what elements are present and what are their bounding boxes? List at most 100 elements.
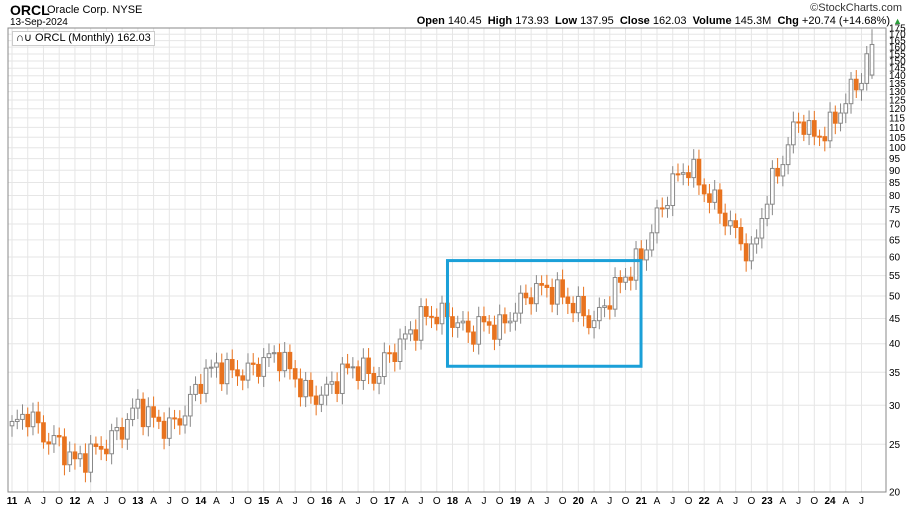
candle-body xyxy=(628,276,634,281)
candle-body xyxy=(429,315,434,318)
y-tick-label: 65 xyxy=(889,235,901,246)
candle-body xyxy=(324,383,329,396)
x-tick-label: A xyxy=(842,496,849,507)
candle-body xyxy=(738,226,744,245)
x-tick-label: A xyxy=(402,496,409,507)
candle-body xyxy=(680,172,686,175)
candle-body xyxy=(261,357,267,377)
candle-body xyxy=(806,120,812,135)
candle-body xyxy=(439,302,445,325)
candle-body xyxy=(271,352,277,355)
x-tick-label: 13 xyxy=(132,496,144,507)
x-tick-label: J xyxy=(859,496,864,507)
candle-body xyxy=(502,314,508,324)
x-tick-label: J xyxy=(796,496,801,507)
x-tick-label: 21 xyxy=(636,496,648,507)
candle-body xyxy=(256,363,261,377)
candle-body xyxy=(287,351,293,370)
candle-body xyxy=(146,406,151,428)
candle-body xyxy=(135,398,141,409)
candle-body xyxy=(371,372,377,384)
candle-body xyxy=(460,320,466,324)
candle-body xyxy=(617,277,623,283)
candle-body xyxy=(822,136,828,142)
candle-body xyxy=(492,324,497,340)
x-tick-label: O xyxy=(559,496,567,507)
chart-date: 13-Sep-2024 xyxy=(10,17,68,28)
candle-body xyxy=(282,351,288,372)
candle-body xyxy=(722,212,728,227)
candle-body xyxy=(77,453,83,460)
change-up-icon: ▲ xyxy=(893,16,902,26)
x-tick-label: J xyxy=(41,496,46,507)
y-tick-label: 40 xyxy=(889,339,901,350)
candle-body xyxy=(187,393,193,417)
candle-body xyxy=(266,353,272,359)
x-tick-label: A xyxy=(654,496,661,507)
candle-body xyxy=(717,189,723,214)
plot-border xyxy=(7,27,887,493)
candle-body xyxy=(775,167,780,177)
y-tick-label: 135 xyxy=(889,79,906,90)
candle-body xyxy=(292,368,298,380)
candle-body xyxy=(686,172,691,179)
x-tick-label: 20 xyxy=(573,496,585,507)
candle-body xyxy=(334,381,340,394)
candle-body xyxy=(83,453,88,473)
candle-body xyxy=(46,441,52,445)
x-tick-label: 15 xyxy=(258,496,270,507)
x-tick-label: A xyxy=(717,496,724,507)
y-tick-label: 75 xyxy=(889,205,901,216)
ohlc-summary: Open 140.45 High 173.93 Low 137.95 Close… xyxy=(416,15,890,27)
candle-body xyxy=(770,167,775,205)
x-tick-label: J xyxy=(544,496,549,507)
y-tick-label: 95 xyxy=(889,154,901,165)
y-tick-label: 70 xyxy=(889,220,901,231)
candle-body xyxy=(355,366,361,381)
candle-body xyxy=(507,320,513,324)
y-axis: 2025303540455055606570758085909510010511… xyxy=(889,24,906,499)
candle-body xyxy=(177,418,183,426)
candle-body xyxy=(93,443,99,447)
candle-body xyxy=(329,381,335,385)
candle-body xyxy=(277,352,282,372)
x-tick-label: O xyxy=(307,496,315,507)
x-tick-label: 14 xyxy=(195,496,207,507)
candle-body xyxy=(555,279,560,305)
candle-body xyxy=(156,416,162,422)
candle-body xyxy=(701,184,707,195)
candle-body xyxy=(67,451,73,466)
candle-body xyxy=(387,352,392,355)
candle-body xyxy=(418,306,424,341)
x-tick-label: J xyxy=(670,496,675,507)
candle-body xyxy=(638,248,644,261)
candle-body xyxy=(250,362,256,365)
candle-body xyxy=(649,232,655,251)
candle-body xyxy=(764,203,770,220)
candle-body xyxy=(654,207,660,234)
candle-body xyxy=(659,207,665,210)
x-tick-label: J xyxy=(293,496,298,507)
y-tick-label: 165 xyxy=(889,36,906,47)
candle-body xyxy=(623,276,628,283)
x-tick-label: 18 xyxy=(447,496,459,507)
x-tick-label: A xyxy=(150,496,157,507)
candle-body xyxy=(539,283,544,286)
candle-body xyxy=(319,394,324,405)
candle-body xyxy=(465,320,471,333)
x-tick-label: O xyxy=(622,496,630,507)
candle-body xyxy=(119,427,125,440)
y-tick-label: 45 xyxy=(889,314,901,325)
x-tick-label: A xyxy=(213,496,220,507)
y-tick-label: 80 xyxy=(889,191,901,202)
x-tick-label: 23 xyxy=(762,496,774,507)
candle-body xyxy=(240,375,246,381)
candle-body xyxy=(392,352,398,362)
y-tick-label: 125 xyxy=(889,95,906,106)
candle-body xyxy=(30,411,36,428)
candle-body xyxy=(224,359,230,385)
candle-body xyxy=(172,417,177,420)
company-name: Oracle Corp. NYSE xyxy=(47,4,143,16)
candle-body xyxy=(691,158,697,179)
candle-body xyxy=(843,103,849,114)
